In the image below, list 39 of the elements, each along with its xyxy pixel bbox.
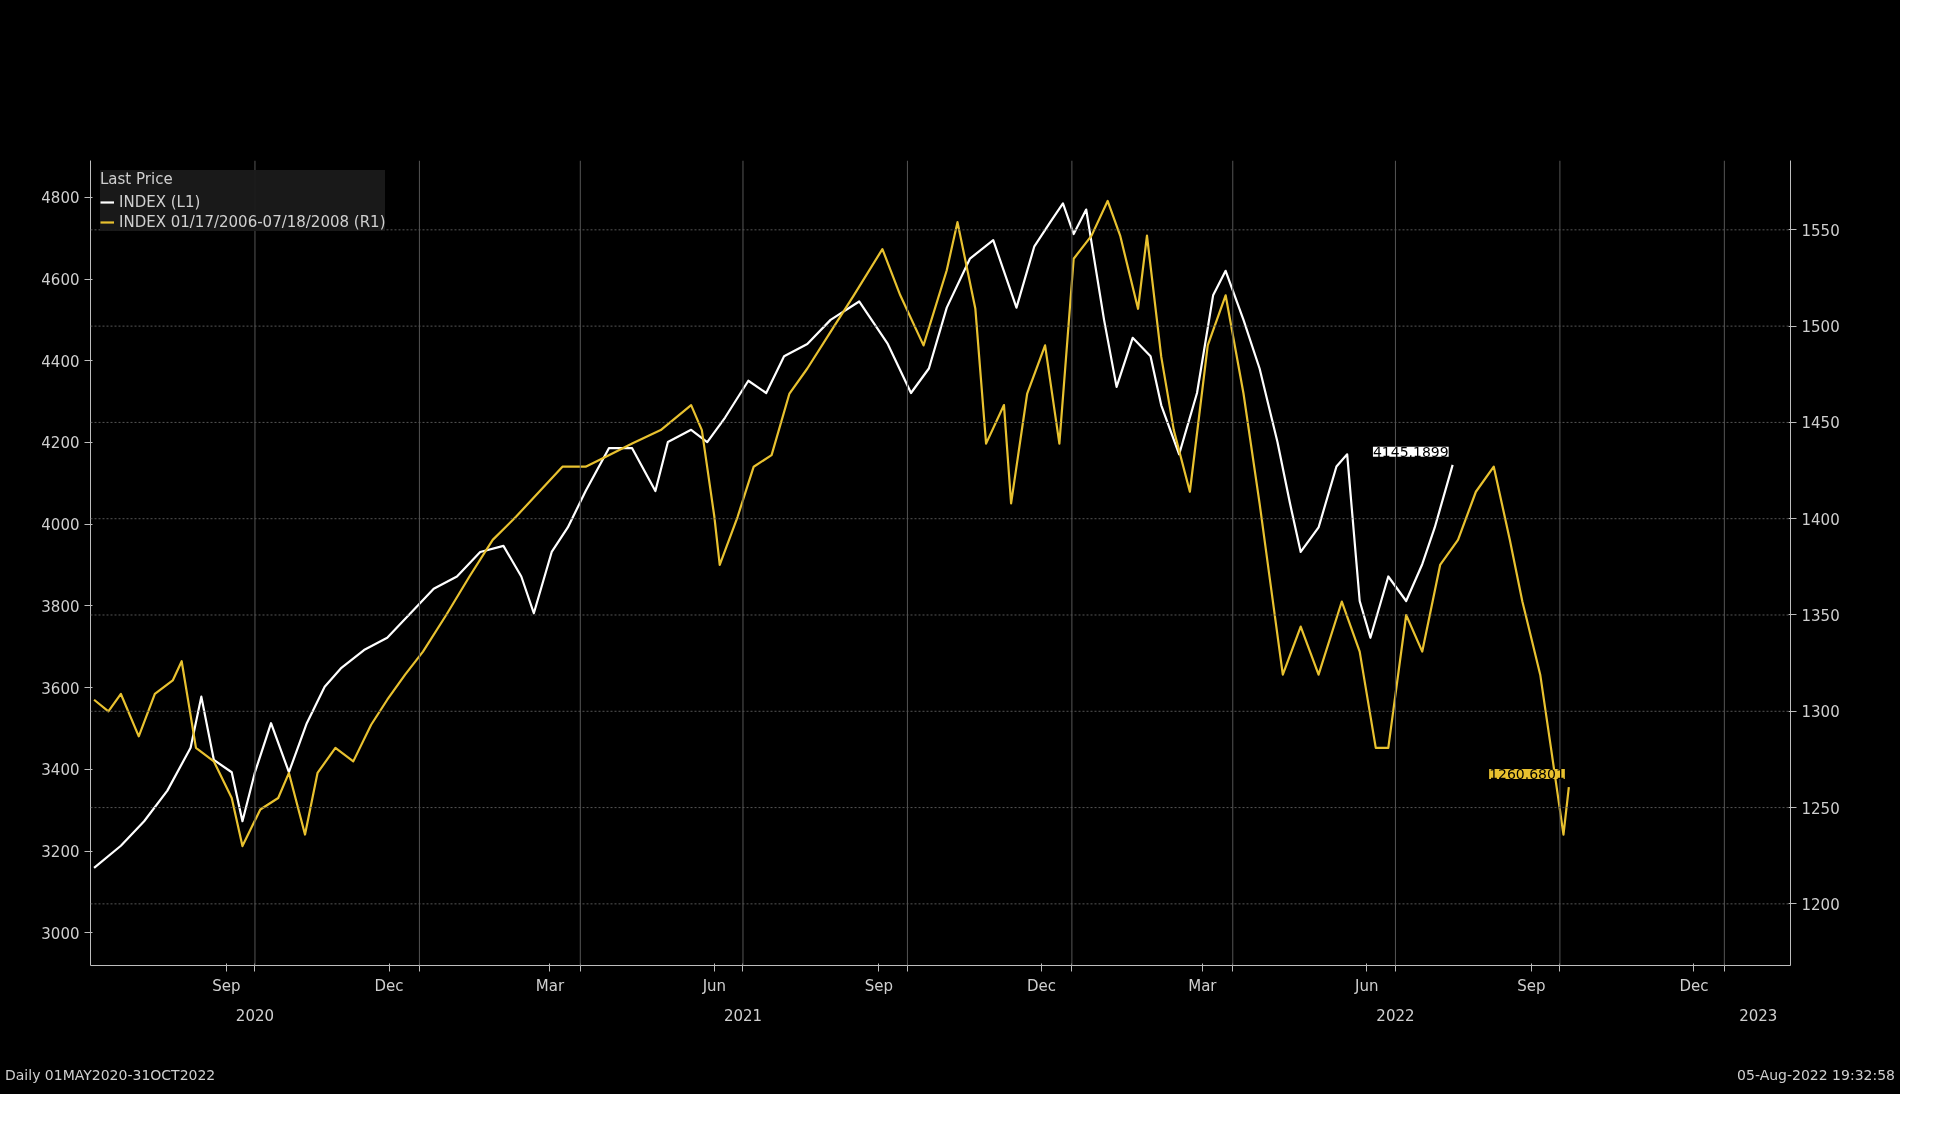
y-tick-label: 4400 <box>41 352 80 371</box>
y-tick-label: 3000 <box>41 924 80 943</box>
x-tick-label: Jun <box>1354 976 1379 995</box>
y-tick-label: 4800 <box>41 189 80 208</box>
x2-tick-label: 2023 <box>1739 1006 1778 1025</box>
y2-tick-label: 1500 <box>1801 318 1840 337</box>
y2-tick-label: 1350 <box>1801 607 1840 625</box>
text: 05-Aug-2022 19:32:58 <box>1737 1066 1895 1085</box>
x2-tick-label: 2021 <box>723 1006 763 1025</box>
x2-tick-label: 2022 <box>1376 1006 1415 1025</box>
y2-tick-label: 1250 <box>1801 799 1840 818</box>
x-tick-label: Dec <box>1679 976 1709 995</box>
y2-tick-label: 1200 <box>1801 895 1840 914</box>
y-tick-label: 4600 <box>41 271 80 289</box>
x-tick-label: Sep <box>1517 976 1546 995</box>
y-tick-label: 3800 <box>41 597 80 616</box>
data-label: 1260.6801 <box>1489 766 1565 783</box>
y2-tick-label: 1550 <box>1801 221 1840 240</box>
legend-label: INDEX 01/17/2006-07/18/2008 (R1) <box>119 213 386 231</box>
x-tick-label: Mar <box>1188 976 1218 995</box>
x2-tick-label: 2020 <box>235 1006 275 1025</box>
y-tick-label: 4000 <box>41 516 80 535</box>
x-tick-label: Mar <box>535 976 565 995</box>
x-tick-label: Dec <box>374 976 404 995</box>
y2-tick-label: 1300 <box>1801 703 1840 722</box>
y2-tick-label: 1450 <box>1801 414 1840 433</box>
x-tick-label: Dec <box>1026 976 1057 995</box>
y2-tick-label: 1400 <box>1801 510 1840 529</box>
x-tick-label: Sep <box>864 976 893 995</box>
data-label: 4145.1899 <box>1372 443 1449 460</box>
legend-title: Last Price <box>100 170 174 188</box>
x-tick-label: Sep <box>212 976 241 995</box>
legend-label: INDEX (L1) <box>119 193 201 211</box>
y-tick-label: 4200 <box>41 434 80 453</box>
x-tick-label: Jun <box>701 976 727 995</box>
y-tick-label: 3200 <box>41 843 80 862</box>
text: Daily 01MAY2020-31OCT2022 <box>5 1066 216 1085</box>
y-tick-label: 3400 <box>41 761 80 780</box>
y-tick-label: 3600 <box>41 679 80 698</box>
